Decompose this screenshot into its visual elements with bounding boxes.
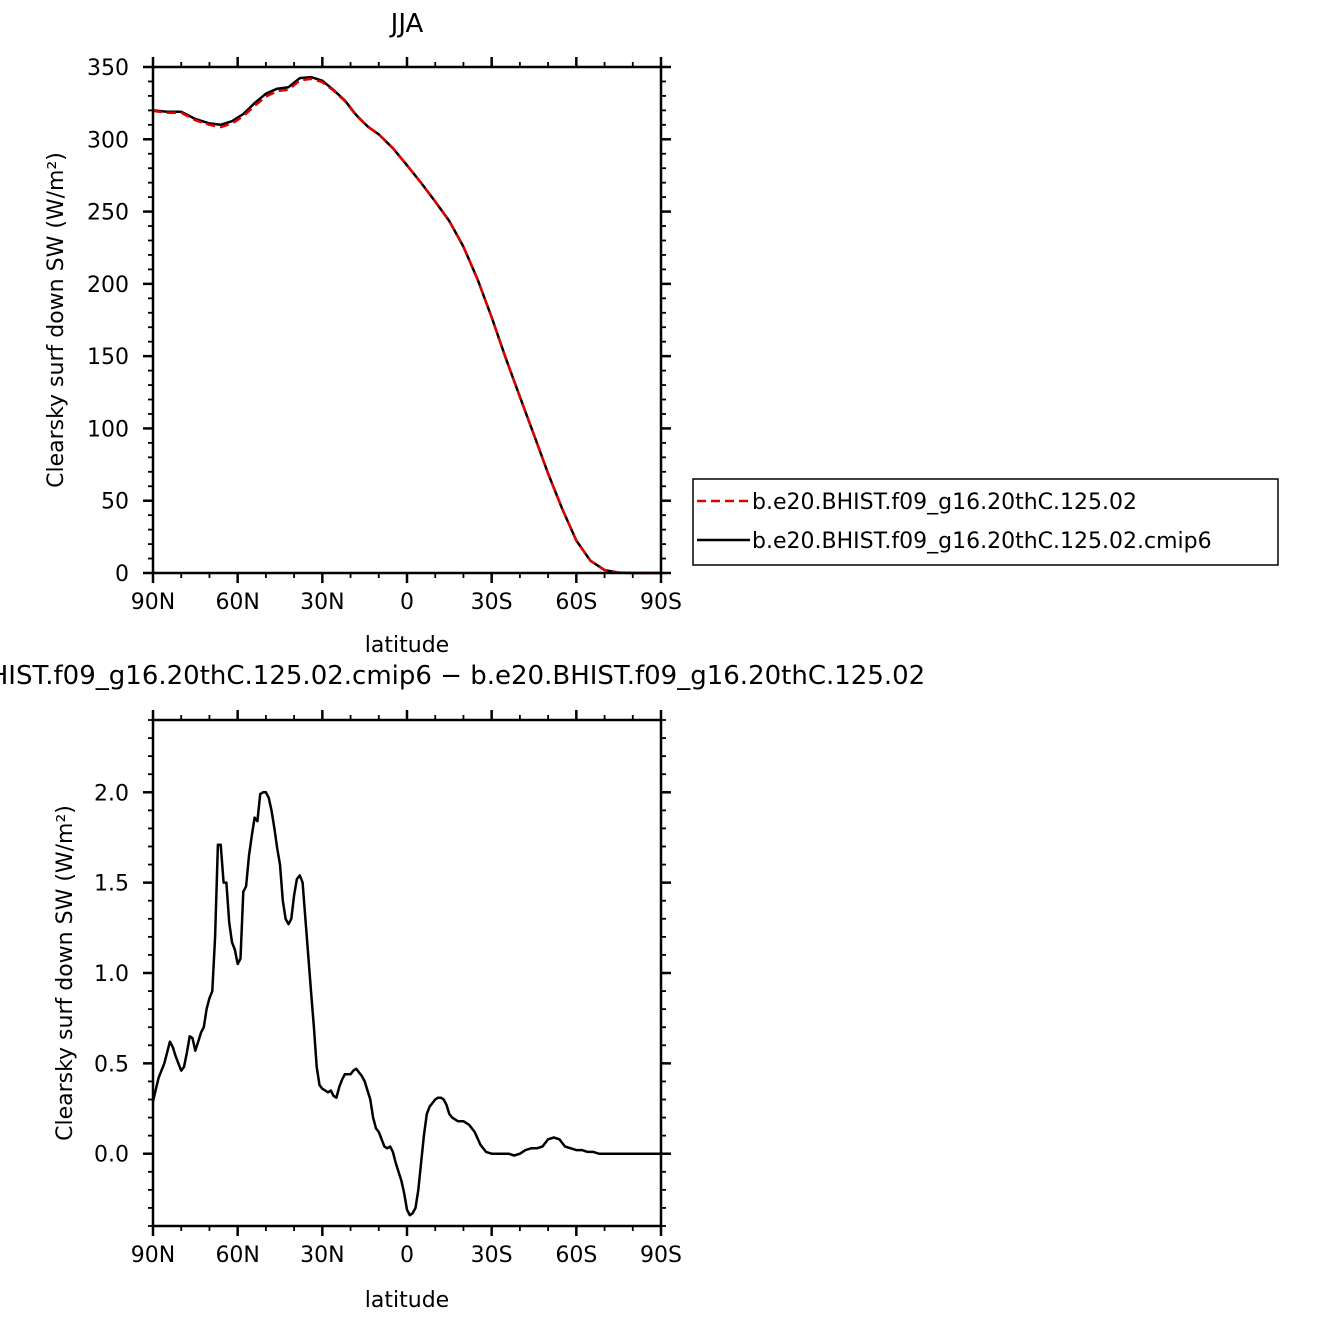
top-plot-frame [151, 65, 663, 575]
top-y-axis-label: Clearsky surf down SW (W/m²) [44, 152, 69, 488]
bottom-x-tick-label: 60N [215, 1243, 259, 1268]
top-y-tick-label: 300 [87, 128, 129, 153]
bottom-x-axis-label: latitude [365, 1288, 449, 1313]
bottom-panel: b.e20.BHIST.f09_g16.20thC.125.02.cmip6 −… [0, 661, 925, 1313]
bottom-y-tick-label: 2.0 [94, 781, 129, 806]
bottom-x-tick-label: 60S [555, 1243, 597, 1268]
top-y-tick-label: 200 [87, 273, 129, 298]
bottom-series-1-line [151, 791, 661, 1217]
bottom-y-tick-label: 1.0 [94, 962, 129, 987]
top-y-tick-label: 50 [101, 490, 129, 515]
top-y-tick-label: 350 [87, 56, 129, 81]
top-series-1-line [152, 77, 661, 575]
top-x-axis-label: latitude [365, 633, 449, 658]
legend: b.e20.BHIST.f09_g16.20thC.125.02 b.e20.B… [692, 478, 1279, 566]
top-x-tick-label: 30S [471, 590, 513, 615]
bottom-y-tick-label: 0.0 [94, 1143, 129, 1168]
legend-label-series-2: b.e20.BHIST.f09_g16.20thC.125.02.cmip6 [752, 529, 1212, 554]
bottom-y-axis-label: Clearsky surf down SW (W/m²) [53, 805, 78, 1141]
top-x-tick-label: 60N [215, 590, 259, 615]
bottom-x-tick-label: 90N [131, 1243, 175, 1268]
top-y-tick-label: 150 [87, 345, 129, 370]
legend-label-series-1: b.e20.BHIST.f09_g16.20thC.125.02 [752, 490, 1137, 515]
top-y-tick-label: 250 [87, 201, 129, 226]
top-y-tick-label: 0 [115, 562, 129, 587]
bottom-x-tick-label: 0 [400, 1243, 414, 1268]
bottom-chart-title: b.e20.BHIST.f09_g16.20thC.125.02.cmip6 −… [0, 661, 925, 691]
top-x-tick-label: 30N [300, 590, 344, 615]
top-series-2-line [152, 75, 661, 575]
legend-box [692, 478, 1279, 566]
bottom-y-tick-label: 1.5 [94, 872, 129, 897]
top-panel: JJA 90N 60N 30N 0 30S 60S 90S 0 50 100 150 200 250 30… [44, 9, 682, 658]
top-chart-title: JJA [389, 9, 424, 39]
top-y-tick-label: 100 [87, 417, 129, 442]
bottom-x-tick-label: 30N [300, 1243, 344, 1268]
top-x-tick-label: 90S [640, 590, 682, 615]
top-x-tick-label: 90N [131, 590, 175, 615]
top-x-tick-label: 0 [400, 590, 414, 615]
bottom-y-tick-label: 0.5 [94, 1052, 129, 1077]
bottom-x-tick-label: 90S [640, 1243, 682, 1268]
top-x-tick-label: 60S [555, 590, 597, 615]
bottom-x-tick-label: 30S [471, 1243, 513, 1268]
